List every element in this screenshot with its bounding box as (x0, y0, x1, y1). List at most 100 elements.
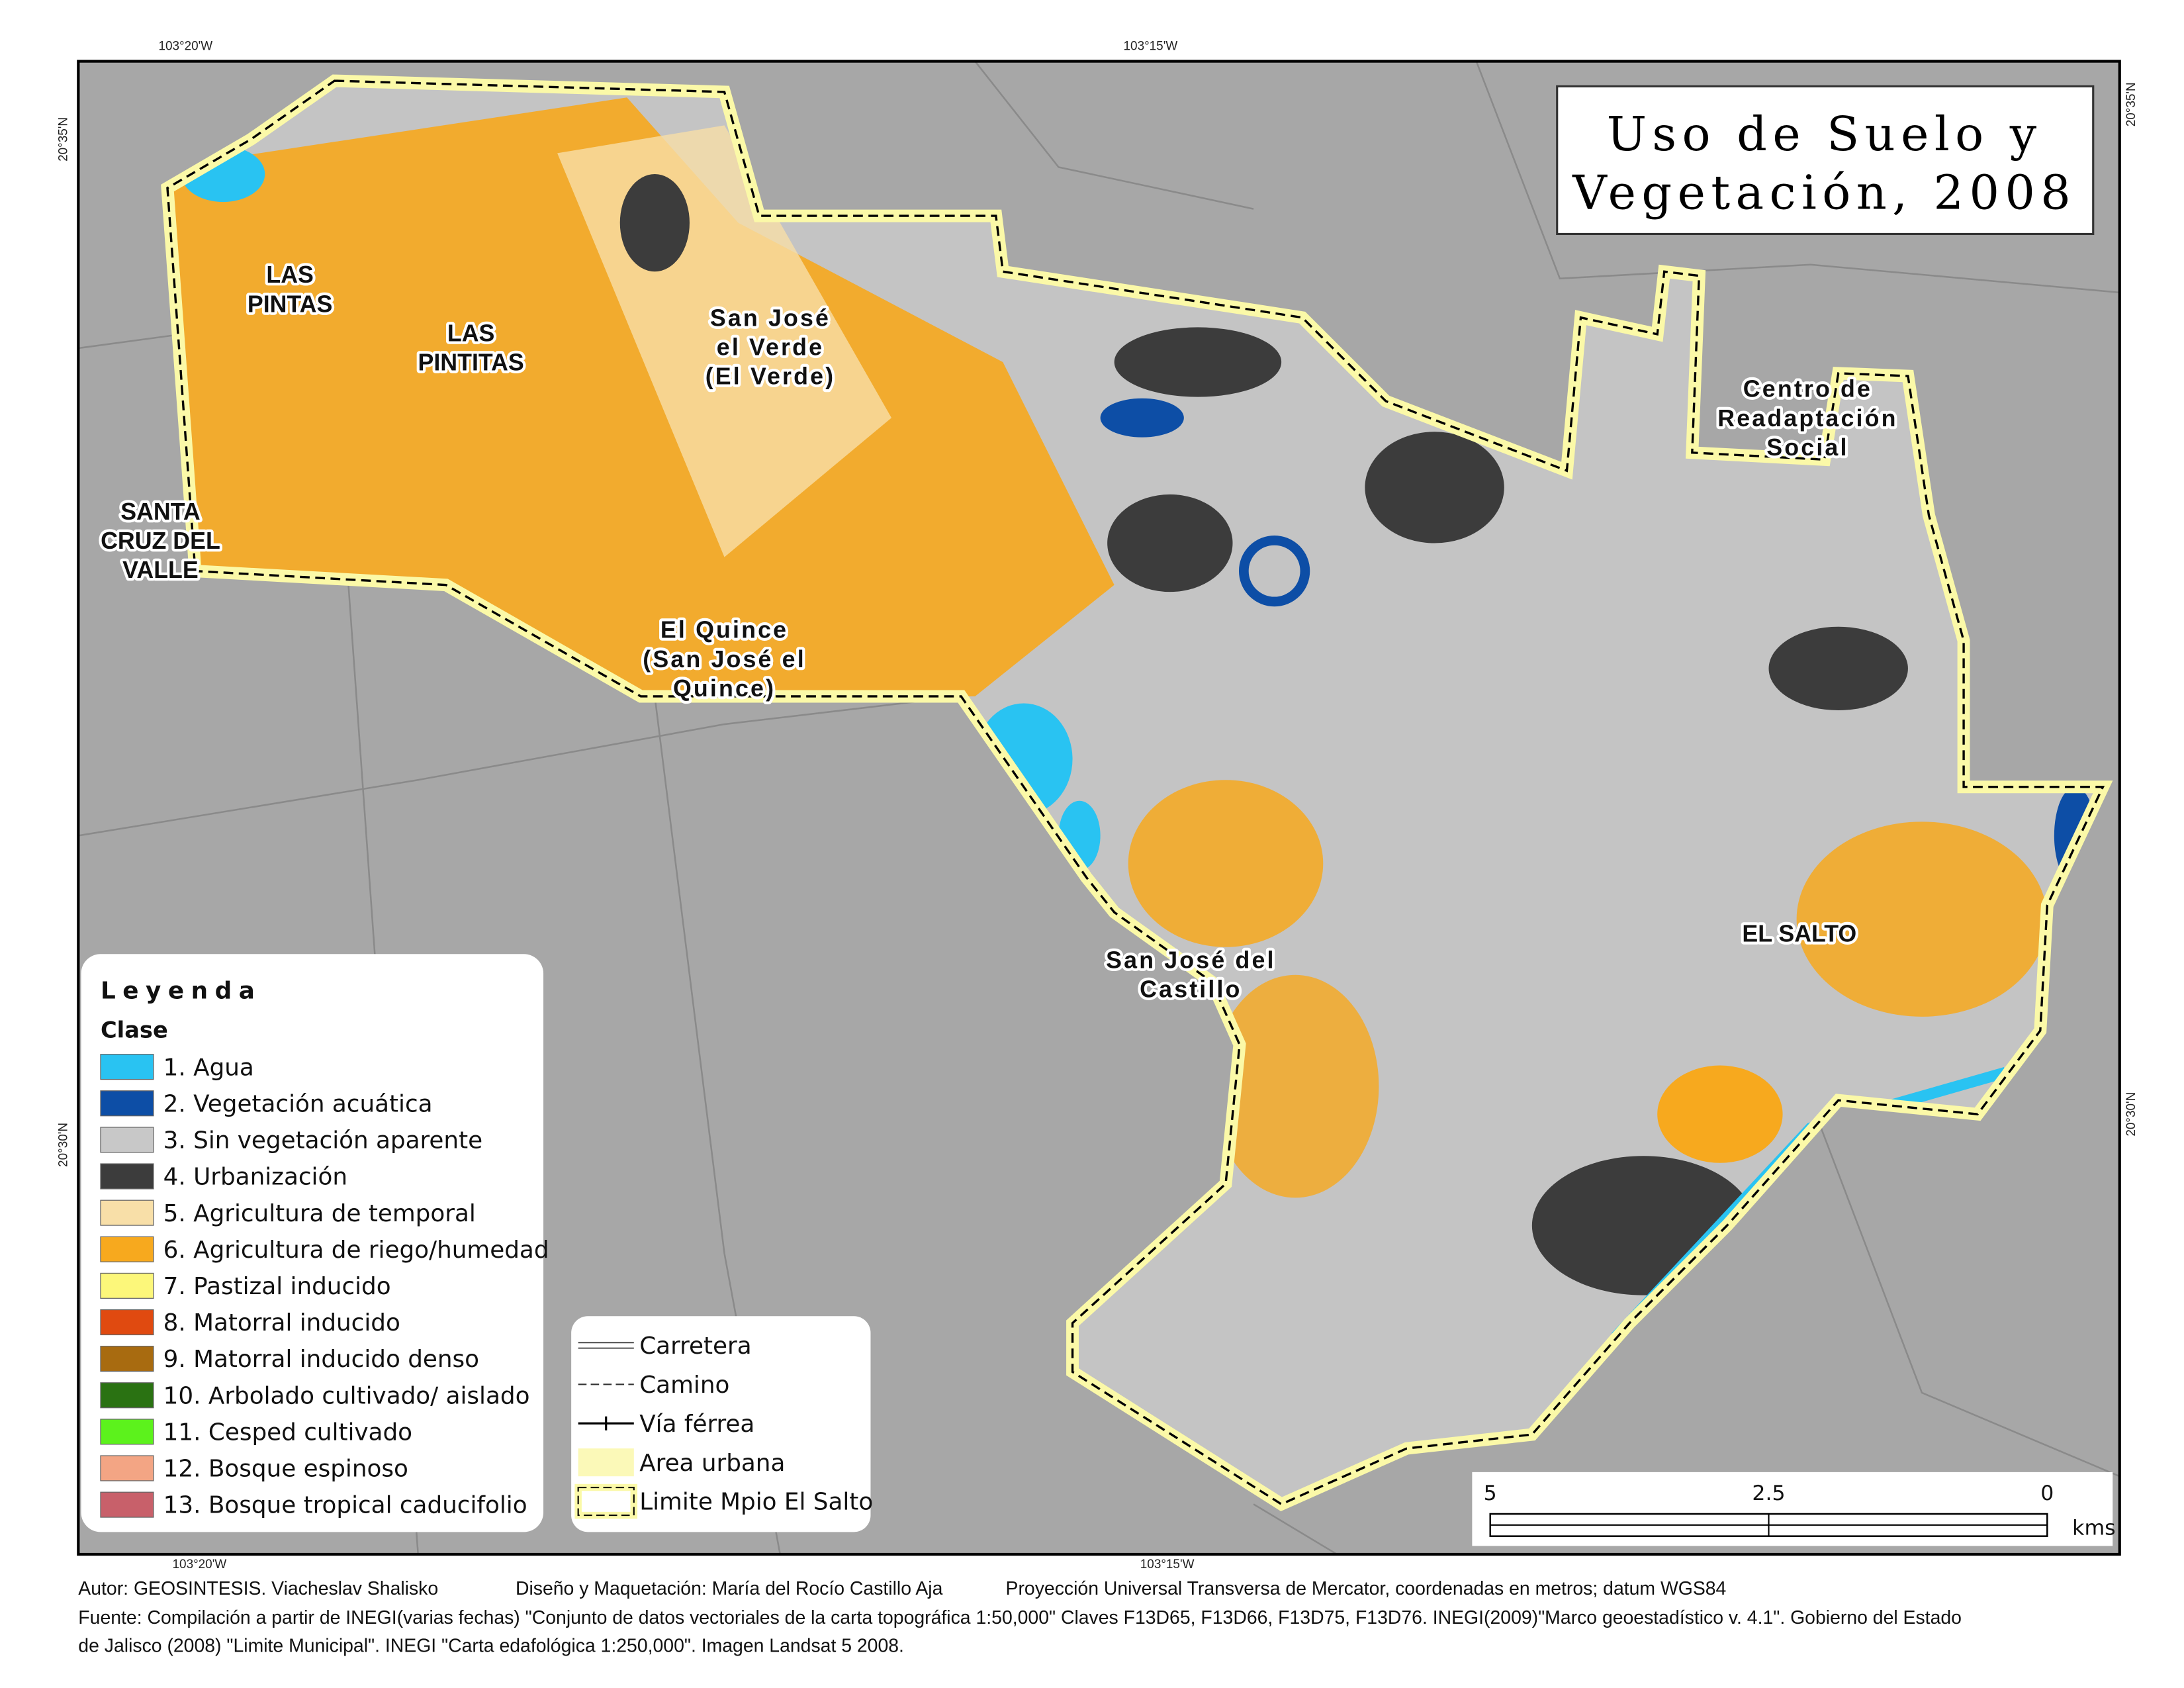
footer-credit: Autor: GEOSINTESIS. Viacheslav Shalisko (78, 1578, 438, 1599)
title-frame (1556, 85, 2095, 236)
legend-swatch (100, 1090, 154, 1117)
footer-credit: Diseño y Maquetación: María del Rocío Ca… (516, 1578, 943, 1599)
footer-source: Fuente: Compilación a partir de INEGI(va… (78, 1607, 1962, 1628)
place-label: CRUZ DEL (101, 528, 220, 554)
road (1809, 1100, 2120, 1477)
boundary-line (166, 79, 2105, 1506)
place-label: Castillo (1140, 976, 1242, 1002)
place-label: San José del (1106, 947, 1275, 973)
urbanization (1768, 626, 1908, 711)
place-label: SANTA (120, 498, 200, 525)
scale-label: 2.5 (1752, 1481, 1785, 1505)
urbanization (1114, 327, 1282, 397)
scale-unit: kms (2072, 1517, 2115, 1540)
road (78, 695, 962, 837)
aquatic-vegetation (1100, 398, 1184, 438)
place-label: EL SALTO (1742, 920, 1856, 947)
urbanization (1365, 432, 1504, 543)
legend-frame (81, 954, 544, 1532)
line-legend-label: Camino (639, 1372, 729, 1399)
coordinate-label: 20°30'N (56, 1123, 70, 1167)
place-label: (San José el (643, 646, 806, 673)
title-line: Vegetación, 2008 (1572, 165, 2076, 220)
line-legend-label: Area urbana (639, 1450, 785, 1477)
legend-label: 6. Agricultura de riego/humedad (163, 1237, 549, 1264)
place-label: VALLE (122, 557, 199, 583)
legend-label: 4. Urbanización (163, 1164, 347, 1191)
legend-label: 11. Cesped cultivado (163, 1419, 412, 1446)
legend-swatch (100, 1309, 154, 1336)
coordinate-label: 20°30'N (2124, 1092, 2138, 1137)
legend-label: 5. Agricultura de temporal (163, 1200, 476, 1227)
line-legend-label: Vía férrea (639, 1411, 754, 1438)
legend-label: 12. Bosque espinoso (163, 1456, 408, 1483)
road (974, 60, 1254, 210)
legend-label: 8. Matorral inducido (163, 1309, 400, 1336)
legend-label: 2. Vegetación acuática (163, 1090, 433, 1117)
footer-credit: Proyección Universal Transversa de Merca… (1006, 1578, 1727, 1599)
legend-label: 9. Matorral inducido denso (163, 1346, 479, 1373)
legend-label: 3. Sin vegetación aparente (163, 1127, 482, 1154)
line-legend-frame (571, 1316, 871, 1532)
place-label: Quince) (673, 675, 776, 702)
legend-subtitle: Clase (101, 1017, 168, 1043)
title-box: Uso de Suelo y Vegetación, 2008 (1556, 85, 2095, 236)
scale-bar: kms (1472, 1472, 2116, 1546)
road (78, 333, 182, 350)
place-label: Centro de (1743, 376, 1872, 402)
legend-title: Leyenda (101, 978, 261, 1005)
scale-label: 5 (1484, 1481, 1497, 1505)
coordinate-label: 103°15'W (1140, 1558, 1195, 1571)
place-label: PINTAS (248, 291, 332, 317)
legend-label: 10. Arbolado cultivado/ aislado (163, 1382, 530, 1409)
place-label: LAS (447, 320, 495, 346)
map-frame (77, 60, 2121, 1556)
coordinate-label: 103°20'W (158, 40, 212, 54)
irrigated-agriculture (167, 97, 1115, 696)
legend-swatch (100, 1127, 154, 1153)
place-label: San José (710, 305, 831, 331)
coordinate-label: 103°15'W (1124, 40, 1178, 54)
title-line: Uso de Suelo y (1607, 107, 2042, 162)
scale-label: 0 (2040, 1481, 2054, 1505)
irrigated-agriculture (1796, 821, 2048, 1017)
place-label: El Quince (660, 617, 788, 643)
boundary-symbol (577, 1486, 635, 1517)
irrigated-agriculture (1657, 1065, 1783, 1163)
coordinate-label: 20°35'N (2124, 82, 2138, 126)
legend-swatch (100, 1272, 154, 1299)
road (1253, 1503, 1338, 1556)
legend-swatch (100, 1163, 154, 1190)
legend-swatch (100, 1199, 154, 1226)
place-label: Social (1766, 434, 1848, 461)
urbanization (1107, 494, 1233, 592)
aquatic-vegetation (1238, 535, 1310, 607)
place-label: (El Verde) (705, 363, 835, 390)
legend: Leyenda Clase (81, 954, 871, 1532)
footer-source: de Jalisco (2008) "Limite Municipal". IN… (78, 1635, 904, 1656)
legend-label: 7. Pastizal inducido (163, 1273, 391, 1300)
legend-label: 13. Bosque tropical caducifolio (163, 1492, 527, 1519)
urban-symbol (578, 1448, 634, 1477)
line-legend-label: Carretera (639, 1333, 751, 1360)
coordinate-label: 103°20'W (173, 1558, 227, 1571)
legend-swatch (100, 1491, 154, 1518)
legend-swatch (100, 1346, 154, 1372)
legend-label: 1. Agua (163, 1054, 254, 1081)
coordinate-label: 20°35'N (56, 117, 70, 162)
legend-swatch (100, 1054, 154, 1080)
line-legend-label: Limite Mpio El Salto (639, 1489, 873, 1516)
municipal-boundary (161, 74, 2113, 1511)
place-label: Readaptación (1717, 405, 1897, 432)
legend-swatch (100, 1236, 154, 1262)
legend-swatch (100, 1382, 154, 1409)
irrigated-agriculture (1128, 780, 1324, 947)
legend-swatch (100, 1419, 154, 1445)
irrigated-agriculture (1211, 974, 1379, 1198)
urbanization (619, 173, 690, 272)
legend-swatch (100, 1455, 154, 1481)
place-label: LAS (266, 261, 314, 288)
place-label: PINTITAS (418, 350, 524, 376)
place-label: el Verde (717, 334, 824, 361)
